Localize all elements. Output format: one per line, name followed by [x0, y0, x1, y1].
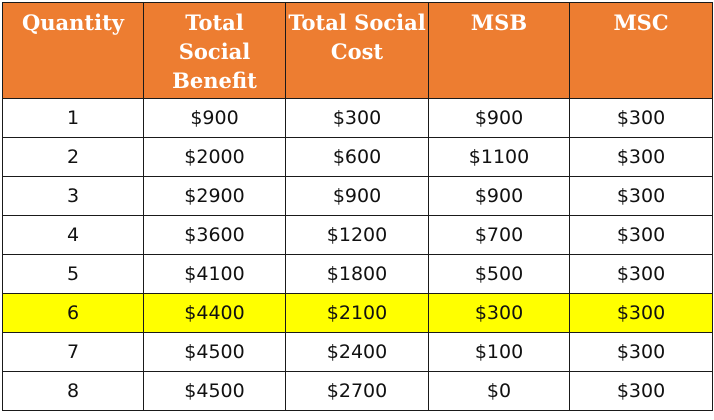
cell-msc: $300 [569, 98, 713, 138]
cell-msb: $300 [428, 293, 570, 333]
cell-total-social-cost: $1200 [285, 215, 429, 255]
header-total-social-cost: Total Social Cost [285, 2, 429, 99]
table-row: 6 $4400 $2100 $300 $300 [2, 293, 713, 333]
cell-total-social-benefit: $900 [143, 98, 286, 138]
cell-msc: $300 [569, 293, 713, 333]
cell-quantity: 1 [2, 98, 144, 138]
cell-total-social-cost: $600 [285, 137, 429, 177]
table-row: 8 $4500 $2700 $0 $300 [2, 371, 713, 411]
cell-total-social-benefit: $4500 [143, 332, 286, 372]
header-quantity: Quantity [2, 2, 144, 99]
cell-total-social-benefit: $4400 [143, 293, 286, 333]
cell-msb: $900 [428, 176, 570, 216]
cell-msb: $500 [428, 254, 570, 294]
table-row: 1 $900 $300 $900 $300 [2, 98, 713, 138]
header-msc: MSC [569, 2, 713, 99]
cell-total-social-cost: $2400 [285, 332, 429, 372]
cell-msc: $300 [569, 371, 713, 411]
cell-msc: $300 [569, 137, 713, 177]
cell-total-social-benefit: $3600 [143, 215, 286, 255]
table-row: 7 $4500 $2400 $100 $300 [2, 332, 713, 372]
cell-msb: $0 [428, 371, 570, 411]
cell-total-social-benefit: $2000 [143, 137, 286, 177]
cell-total-social-benefit: $2900 [143, 176, 286, 216]
cell-total-social-cost: $2700 [285, 371, 429, 411]
cell-quantity: 8 [2, 371, 144, 411]
cell-total-social-cost: $300 [285, 98, 429, 138]
table-row: 2 $2000 $600 $1100 $300 [2, 137, 713, 177]
cell-msc: $300 [569, 176, 713, 216]
cell-quantity: 4 [2, 215, 144, 255]
header-row: Quantity Total Social Benefit Total Soci… [2, 2, 713, 99]
cell-msb: $100 [428, 332, 570, 372]
cell-quantity: 3 [2, 176, 144, 216]
header-total-social-benefit: Total Social Benefit [143, 2, 286, 99]
cell-msc: $300 [569, 215, 713, 255]
cell-msc: $300 [569, 332, 713, 372]
cell-msc: $300 [569, 254, 713, 294]
cell-msb: $700 [428, 215, 570, 255]
cell-total-social-benefit: $4500 [143, 371, 286, 411]
cell-quantity: 2 [2, 137, 144, 177]
cell-msb: $1100 [428, 137, 570, 177]
table-row: 5 $4100 $1800 $500 $300 [2, 254, 713, 294]
cell-msb: $900 [428, 98, 570, 138]
cell-quantity: 5 [2, 254, 144, 294]
cell-total-social-cost: $900 [285, 176, 429, 216]
cell-quantity: 7 [2, 332, 144, 372]
header-msb: MSB [428, 2, 570, 99]
table-row: 3 $2900 $900 $900 $300 [2, 176, 713, 216]
cell-total-social-cost: $2100 [285, 293, 429, 333]
table-row: 4 $3600 $1200 $700 $300 [2, 215, 713, 255]
cell-total-social-benefit: $4100 [143, 254, 286, 294]
social-benefit-cost-table: Quantity Total Social Benefit Total Soci… [2, 2, 713, 411]
cell-quantity: 6 [2, 293, 144, 333]
cell-total-social-cost: $1800 [285, 254, 429, 294]
